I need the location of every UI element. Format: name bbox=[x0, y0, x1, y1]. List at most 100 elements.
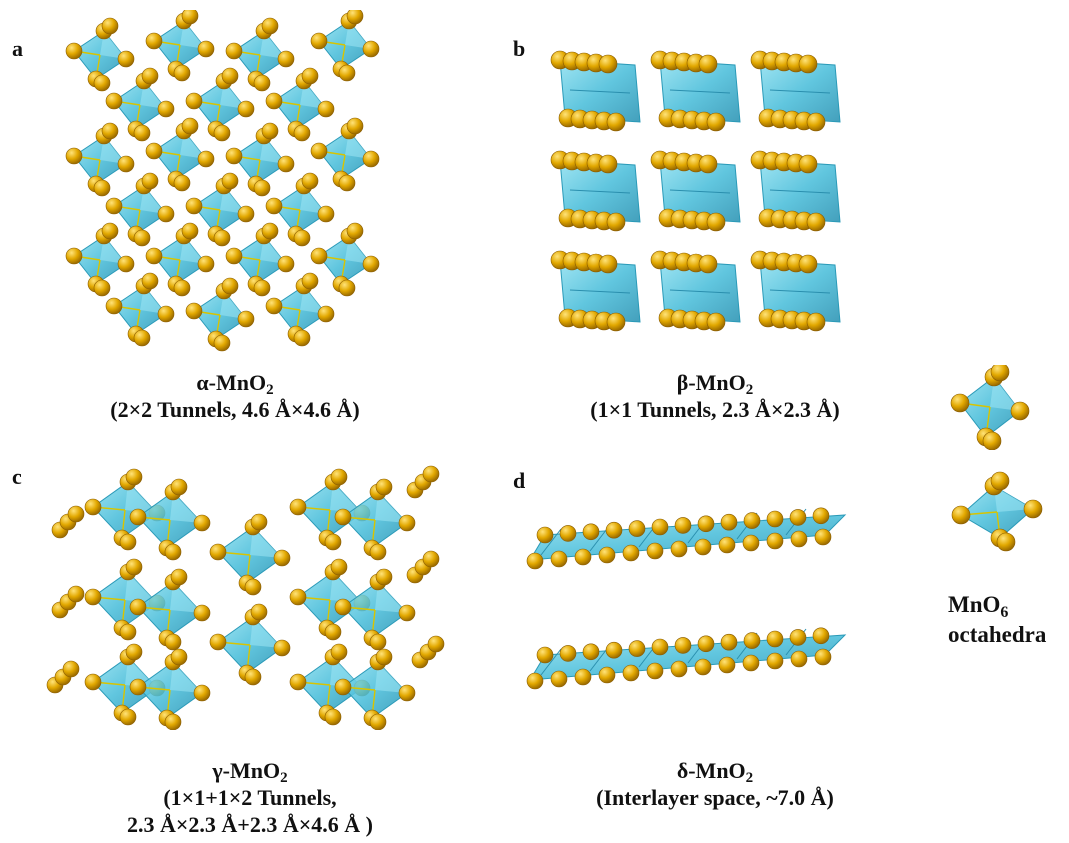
oxygen-atom bbox=[293, 229, 311, 247]
oxygen-atom bbox=[375, 568, 393, 586]
oxygen-atom bbox=[225, 247, 243, 265]
octahedron-face bbox=[375, 492, 407, 523]
oxygen-atom bbox=[766, 630, 784, 648]
oxygen-atom bbox=[698, 54, 718, 74]
oxygen-atom bbox=[170, 478, 188, 496]
oxygen-atom bbox=[221, 172, 239, 190]
oxygen-atom bbox=[606, 112, 626, 132]
oxygen-atom bbox=[698, 154, 718, 174]
oxygen-atom bbox=[141, 272, 159, 290]
oxygen-atom bbox=[119, 708, 137, 726]
oxygen-atom bbox=[105, 197, 123, 215]
oxygen-atom bbox=[173, 174, 191, 192]
oxygen-atom bbox=[742, 534, 760, 552]
octahedron-face bbox=[125, 572, 157, 603]
oxygen-atom bbox=[330, 558, 348, 576]
oxygen-atom bbox=[125, 643, 143, 661]
legend-word: octahedra bbox=[948, 622, 1047, 647]
oxygen-atom bbox=[129, 678, 147, 696]
oxygen-atom bbox=[301, 172, 319, 190]
oxygen-atom bbox=[559, 525, 577, 542]
oxygen-atom bbox=[221, 67, 239, 85]
oxygen-atom bbox=[550, 550, 568, 568]
oxygen-atom bbox=[101, 122, 119, 140]
oxygen-atom bbox=[990, 365, 1010, 382]
oxygen-atom bbox=[119, 623, 137, 641]
oxygen-atom bbox=[181, 222, 199, 240]
oxygen-atom bbox=[346, 117, 364, 135]
gamma-name: γ-MnO bbox=[212, 758, 281, 783]
oxygen-atom bbox=[766, 510, 784, 528]
oxygen-atom bbox=[766, 532, 784, 550]
oxygen-atom bbox=[84, 673, 102, 691]
oxygen-atom bbox=[129, 508, 147, 526]
oxygen-atom bbox=[209, 543, 227, 561]
oxygen-atom bbox=[265, 92, 283, 110]
oxygen-atom bbox=[289, 588, 307, 606]
oxygen-atom bbox=[93, 74, 111, 92]
oxygen-atom bbox=[119, 533, 137, 551]
oxygen-atom bbox=[789, 509, 807, 526]
oxygen-atom bbox=[622, 664, 640, 682]
octahedron-face bbox=[994, 486, 1033, 512]
oxygen-atom bbox=[101, 222, 119, 240]
oxygen-atom bbox=[789, 629, 807, 646]
oxygen-atom bbox=[289, 498, 307, 516]
oxygen-atom bbox=[193, 514, 211, 532]
oxygen-atom bbox=[790, 650, 808, 668]
oxygen-atom bbox=[582, 523, 600, 541]
oxygen-atom bbox=[536, 646, 554, 664]
oxygen-atom bbox=[253, 279, 271, 297]
oxygen-atom bbox=[698, 254, 718, 274]
chain-edge bbox=[569, 289, 631, 294]
oxygen-atom bbox=[334, 598, 352, 616]
oxygen-atom bbox=[806, 212, 826, 232]
caption-delta: δ-MnO2 (Interlayer space, ~7.0 Å) bbox=[545, 757, 885, 811]
oxygen-atom bbox=[289, 673, 307, 691]
oxygen-atom bbox=[574, 548, 592, 566]
gamma-tunnel-info: (1×1+1×2 Tunnels, bbox=[163, 785, 337, 810]
oxygen-atom bbox=[605, 521, 623, 539]
layer-edge bbox=[540, 648, 562, 676]
oxygen-atom bbox=[185, 197, 203, 215]
oxygen-atom bbox=[310, 247, 328, 265]
delta-name: δ-MnO bbox=[676, 758, 746, 783]
oxygen-atom bbox=[133, 229, 151, 247]
oxygen-atom bbox=[157, 305, 175, 323]
oxygen-atom bbox=[141, 67, 159, 85]
oxygen-atom bbox=[950, 393, 970, 413]
oxygen-atom bbox=[170, 568, 188, 586]
oxygen-atom bbox=[317, 305, 335, 323]
oxygen-atom bbox=[369, 633, 387, 651]
octahedron-face bbox=[170, 662, 202, 693]
oxygen-atom bbox=[330, 643, 348, 661]
oxygen-atom bbox=[225, 147, 243, 165]
oxygen-atom bbox=[117, 50, 135, 68]
oxygen-atom bbox=[253, 74, 271, 92]
oxygen-atom bbox=[982, 431, 1002, 450]
oxygen-atom bbox=[193, 684, 211, 702]
oxygen-atom bbox=[277, 155, 295, 173]
oxygen-atom bbox=[173, 64, 191, 82]
oxygen-atom bbox=[606, 312, 626, 332]
oxygen-atom bbox=[743, 632, 761, 649]
oxygen-atom bbox=[164, 633, 182, 651]
octahedron-icon-top bbox=[950, 365, 1030, 450]
oxygen-atom bbox=[330, 468, 348, 486]
chain-edge bbox=[769, 289, 831, 294]
oxygen-atom bbox=[694, 538, 712, 556]
oxygen-atom bbox=[362, 40, 380, 58]
oxygen-atom bbox=[598, 666, 616, 684]
octahedron-face bbox=[170, 582, 202, 613]
octahedron-face bbox=[375, 582, 407, 613]
oxygen-atom bbox=[398, 604, 416, 622]
oxygen-atom bbox=[369, 543, 387, 561]
oxygen-atom bbox=[670, 540, 688, 558]
oxygen-atom bbox=[197, 255, 215, 273]
oxygen-atom bbox=[806, 312, 826, 332]
beta-tunnel-info: (1×1 Tunnels, 2.3 Å×2.3 Å) bbox=[590, 397, 840, 422]
octahedron-face bbox=[375, 662, 407, 693]
legend-formula: MnO bbox=[948, 592, 1001, 617]
oxygen-atom bbox=[334, 678, 352, 696]
chain-edge bbox=[569, 89, 631, 94]
